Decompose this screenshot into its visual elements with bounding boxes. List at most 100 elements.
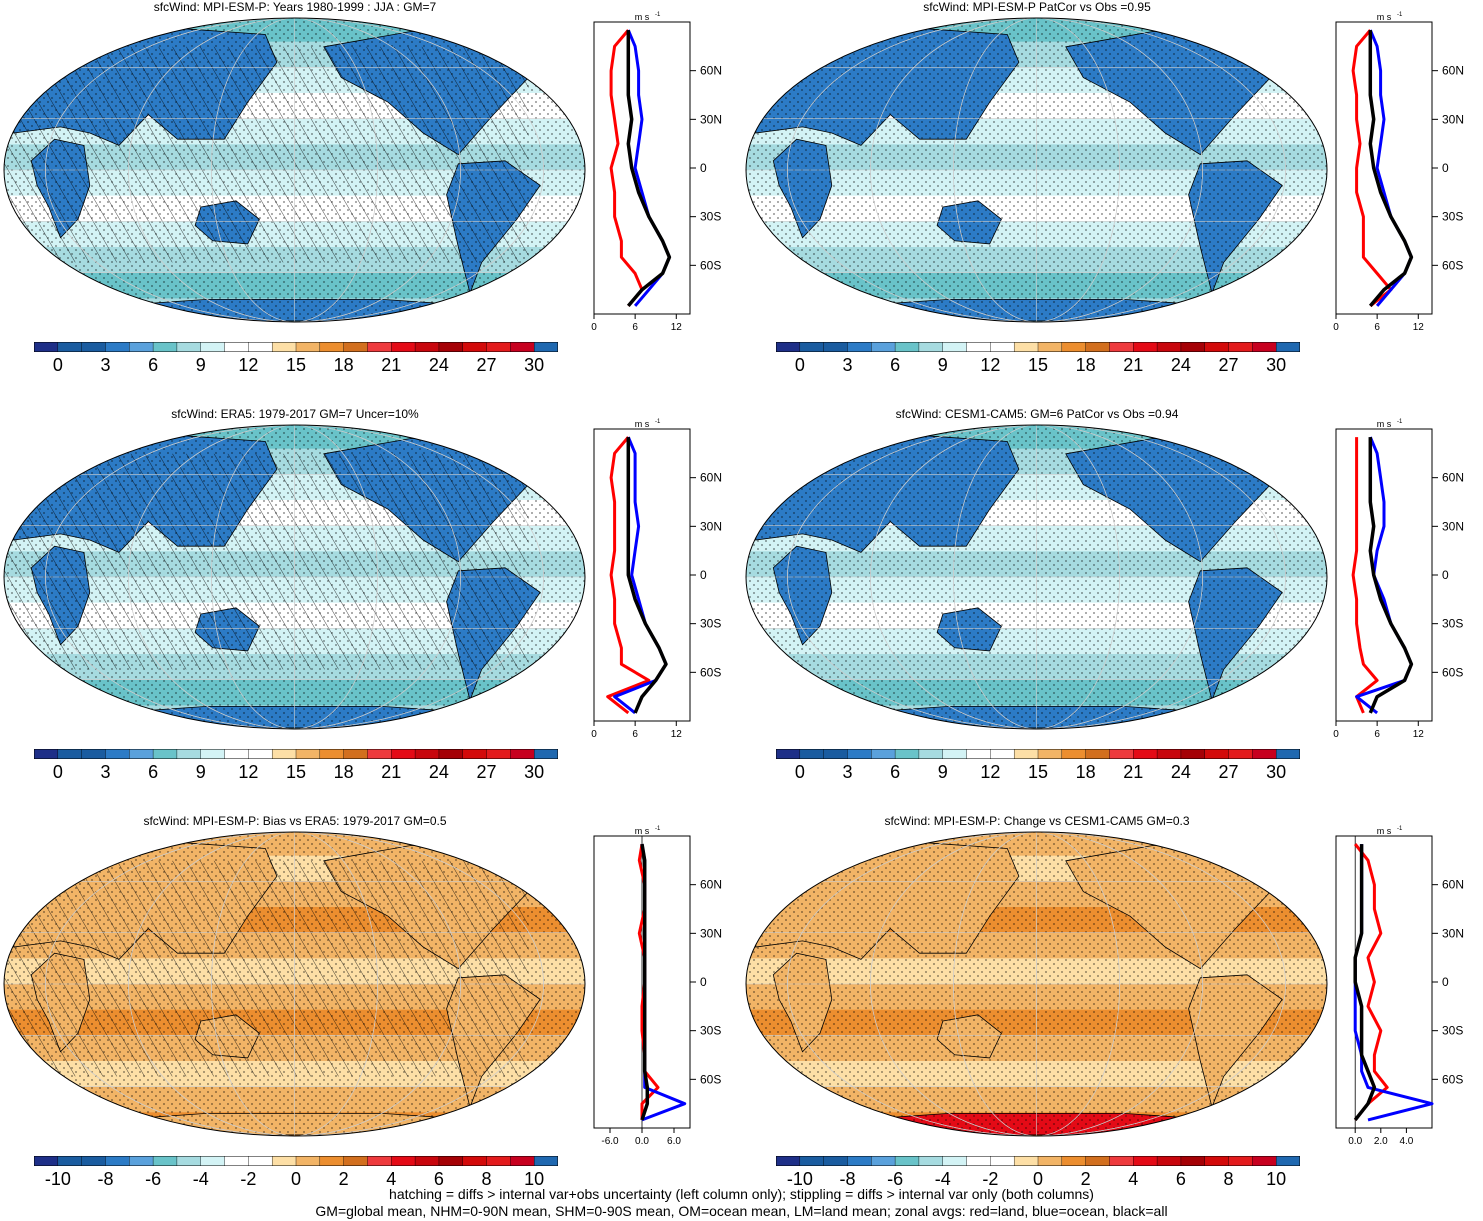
colorbar-tick-label: 12	[980, 355, 1001, 375]
zonal-xtick-label: 6	[1374, 322, 1380, 333]
colorbar-tick-label: 0	[52, 355, 63, 375]
colorbar-tick-label: 30	[1266, 355, 1287, 375]
zonal-unit-label: m s	[1377, 419, 1392, 429]
zonal-ytick-label: 0	[1442, 161, 1449, 175]
colorbar-tick-label: 9	[937, 762, 948, 782]
zonal-ytick-label: 30N	[700, 926, 722, 940]
colorbar-tick-label: -10	[44, 1169, 71, 1189]
zonal-unit-superscript: -1	[655, 419, 661, 425]
colorbar-tick-label: 21	[381, 355, 402, 375]
zonal-land-line	[1351, 437, 1379, 714]
zonal-land-line	[606, 436, 651, 715]
zonal-unit-superscript: -1	[655, 12, 661, 18]
colorbar-tick-label: 27	[1218, 355, 1239, 375]
zonal-ytick-label: 30N	[700, 519, 722, 533]
zonal-xtick-label: 0	[591, 729, 597, 740]
zonal-all-line	[1368, 437, 1414, 714]
zonal-land-line	[609, 29, 644, 307]
colorbar-tick-label: -6	[887, 1169, 904, 1189]
zonal-ytick-label: 0	[1442, 568, 1449, 582]
zonal-unit-superscript: -1	[1397, 12, 1403, 18]
zonal-xtick-label: 0	[591, 322, 597, 333]
robinson-map	[2, 830, 587, 1138]
zonal-ytick-label: 30S	[700, 617, 721, 631]
zonal-ytick-label: 0	[1442, 975, 1449, 989]
zonal-xtick-label: 6	[1374, 729, 1380, 740]
colorbar-tick-label: 0	[290, 1169, 302, 1189]
colorbar-tick-label: 15	[1027, 355, 1049, 375]
zonal-ytick-label: 30N	[1442, 926, 1464, 940]
zonal-all-line	[626, 437, 668, 714]
zonal-ytick-label: 60S	[700, 665, 721, 679]
zonal-mean-plot: 60N 30N 0 30S 60S 0 6 12 m s -1	[1333, 417, 1476, 748]
zonal-ytick-label: 0	[700, 975, 707, 989]
colorbar-tick-label: -4	[192, 1169, 209, 1189]
colorbar-tick-label: 3	[842, 762, 853, 782]
colorbar-tick-label: 10	[1266, 1169, 1287, 1189]
zonal-unit-label: m s	[635, 12, 650, 22]
zonal-mean-plot: 60N 30N 0 30S 60S 0 6 12 m s -1	[591, 417, 734, 748]
colorbar-tick-label: 30	[524, 355, 545, 375]
panel-p5: sfcWind: MPI-ESM-P: Bias vs ERA5: 1979-2…	[0, 814, 741, 1221]
zonal-xtick-label: 6	[632, 729, 638, 740]
colorbar-tick-label: 4	[1128, 1169, 1139, 1189]
footer-line-2: GM=global mean, NHM=0-90N mean, SHM=0-90…	[315, 1203, 1168, 1219]
zonal-ytick-label: 60N	[1442, 471, 1464, 485]
colorbar-tick-label: 24	[428, 762, 449, 782]
zonal-ytick-label: 30N	[700, 112, 722, 126]
panel-p2: sfcWind: MPI-ESM-P PatCor vs Obs =0.95 0 3…	[742, 0, 1483, 407]
colorbar: -10 -8 -6 -4 -2 0 2 4 6 8 10	[33, 1153, 559, 1189]
panel-p3: sfcWind: ERA5: 1979-2017 GM=7 Uncer=10% 0…	[0, 407, 741, 814]
zonal-ytick-label: 60S	[1442, 1072, 1463, 1086]
colorbar-tick-label: -2	[240, 1169, 257, 1189]
zonal-land-line	[1354, 843, 1389, 1121]
colorbar-tick-label: 30	[524, 762, 545, 782]
colorbar-tick-label: 18	[1075, 762, 1096, 782]
zonal-xtick-label: 12	[1413, 322, 1425, 333]
map-title: sfcWind: CESM1-CAM5: GM=6 PatCor vs Obs …	[895, 407, 1179, 421]
zonal-mean-plot: 60N 30N 0 30S 60S 0 6 12 m s -1	[1333, 10, 1476, 341]
colorbar-tick-label: 6	[148, 762, 159, 782]
colorbar-tick-label: 10	[524, 1169, 545, 1189]
colorbar-tick-label: 12	[980, 762, 1001, 782]
zonal-ytick-label: 30S	[700, 1024, 721, 1038]
colorbar-tick-label: 27	[1218, 762, 1239, 782]
colorbar-tick-label: 9	[195, 762, 206, 782]
colorbar-tick-label: 18	[333, 762, 354, 782]
colorbar-tick-label: 18	[333, 355, 354, 375]
colorbar-tick-label: 15	[1027, 762, 1049, 782]
zonal-xtick-label: 12	[671, 322, 683, 333]
map-title: sfcWind: MPI-ESM-P PatCor vs Obs =0.95	[923, 0, 1151, 14]
zonal-xtick-label: 0.0	[635, 1136, 649, 1147]
zonal-ytick-label: 0	[700, 568, 707, 582]
zonal-ytick-label: 60N	[1442, 64, 1464, 78]
zonal-xtick-label: 0.0	[1348, 1136, 1362, 1147]
zonal-unit-superscript: -1	[1397, 826, 1403, 832]
colorbar-tick-label: -10	[786, 1169, 813, 1189]
colorbar-tick-label: 3	[842, 355, 853, 375]
robinson-map	[744, 423, 1329, 731]
colorbar-tick-label: 15	[285, 762, 307, 782]
colorbar: 0 3 6 9 12 15 18 21 24 27 30	[775, 746, 1301, 782]
colorbar-tick-label: 0	[794, 762, 805, 782]
colorbar: 0 3 6 9 12 15 18 21 24 27 30	[33, 746, 559, 782]
zonal-ytick-label: 30N	[1442, 112, 1464, 126]
colorbar-tick-label: 27	[476, 762, 497, 782]
colorbar-tick-label: 8	[481, 1169, 492, 1189]
zonal-xtick-label: 2.0	[1374, 1136, 1388, 1147]
zonal-xtick-label: 12	[1413, 729, 1425, 740]
colorbar-tick-label: 12	[238, 355, 259, 375]
panel-p1: sfcWind: MPI-ESM-P: Years 1980-1999 : JJ…	[0, 0, 741, 407]
zonal-xtick-label: -6.0	[601, 1136, 619, 1147]
zonal-unit-label: m s	[635, 419, 650, 429]
zonal-ytick-label: 60N	[1442, 878, 1464, 892]
zonal-all-line	[640, 843, 650, 1121]
colorbar-tick-label: 6	[890, 762, 901, 782]
colorbar-tick-label: 24	[1170, 762, 1191, 782]
colorbar: -10 -8 -6 -4 -2 0 2 4 6 8 10	[775, 1153, 1301, 1189]
colorbar-tick-label: 3	[100, 762, 111, 782]
zonal-mean-plot: 60N 30N 0 30S 60S 0.0 2.0 4.0 m s -1	[1335, 824, 1476, 1155]
colorbar-tick-label: 3	[100, 355, 111, 375]
zonal-land-line	[1351, 29, 1393, 308]
zonal-ytick-label: 60S	[700, 1072, 721, 1086]
